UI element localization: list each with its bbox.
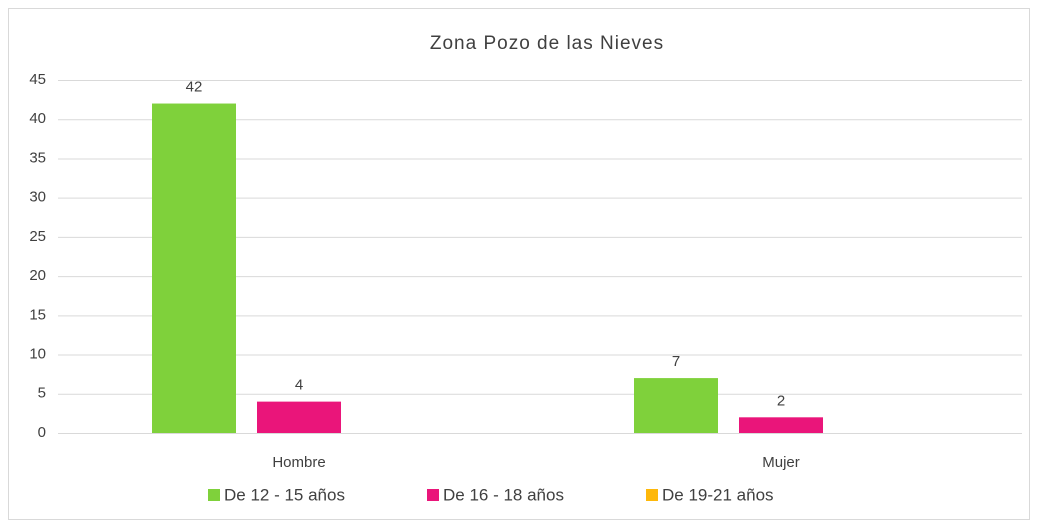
bar (739, 417, 823, 433)
y-tick-label: 5 (38, 385, 46, 402)
y-tick-label: 30 (29, 189, 46, 206)
y-tick-label: 40 (29, 110, 46, 127)
legend-swatch (208, 489, 220, 501)
chart-title: Zona Pozo de las Nieves (430, 33, 664, 54)
bar (152, 103, 236, 434)
y-tick-label: 15 (29, 306, 46, 323)
y-tick-label: 10 (29, 346, 46, 363)
y-tick-label: 20 (29, 267, 46, 284)
bar (257, 401, 341, 433)
legend-swatch (427, 489, 439, 501)
legend-label: De 19-21 años (662, 485, 774, 504)
data-label: 2 (777, 392, 785, 409)
x-tick-label: Mujer (762, 454, 800, 471)
y-tick-label: 35 (29, 149, 46, 166)
legend-label: De 16 - 18 años (443, 485, 564, 504)
data-label: 7 (672, 353, 680, 370)
data-label: 42 (186, 79, 203, 96)
x-tick-label: Hombre (272, 454, 325, 471)
data-label: 4 (295, 377, 303, 394)
bar (634, 378, 718, 433)
y-tick-label: 45 (29, 71, 46, 88)
y-tick-label: 25 (29, 228, 46, 245)
legend-label: De 12 - 15 años (224, 485, 345, 504)
y-tick-label: 0 (38, 424, 46, 441)
legend-swatch (646, 489, 658, 501)
